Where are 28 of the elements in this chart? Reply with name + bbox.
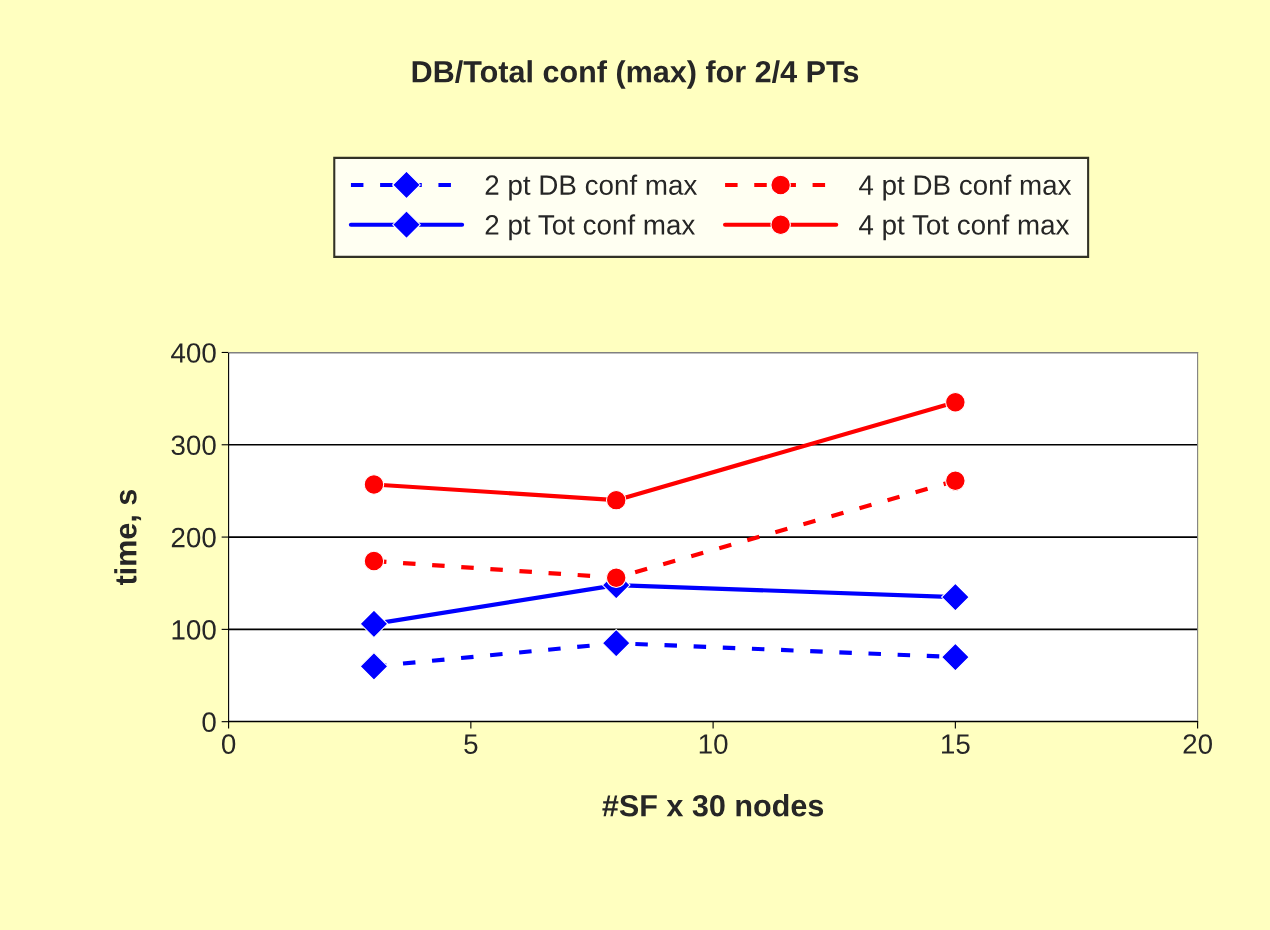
point	[945, 470, 966, 492]
x-tick-label: 10	[699, 734, 728, 754]
point	[359, 652, 389, 681]
point	[605, 489, 627, 511]
point	[601, 628, 631, 658]
x-axis-title: #SF x 30 nodes	[602, 794, 824, 817]
y-axis-title: time, s	[114, 489, 142, 586]
y-tick-label: 400	[171, 343, 216, 363]
point	[941, 642, 970, 672]
x-tick-label: 0	[221, 734, 236, 754]
y-tick-label: 200	[171, 527, 216, 548]
x-tick-label: 5	[464, 734, 478, 754]
point	[941, 582, 970, 612]
y-tick-label: 100	[172, 620, 216, 640]
x-tick-label: 15	[942, 734, 970, 754]
legend-label: 2 pt DB conf max	[485, 174, 698, 201]
point	[363, 474, 385, 495]
legend-label: 4 pt DB conf max	[859, 174, 1072, 201]
point	[945, 392, 966, 413]
point	[359, 609, 389, 639]
point	[363, 550, 385, 572]
legend-label: 2 pt Tot conf max	[485, 214, 695, 241]
x-tick-label: 20	[1183, 734, 1212, 754]
y-tick-label: 300	[171, 435, 216, 456]
y-tick-label: 0	[202, 712, 216, 733]
chart-title: DB/Total conf (max) for 2/4 PTs	[412, 60, 859, 89]
point	[605, 567, 627, 588]
legend-label: 4 pt Tot conf max	[859, 214, 1070, 241]
